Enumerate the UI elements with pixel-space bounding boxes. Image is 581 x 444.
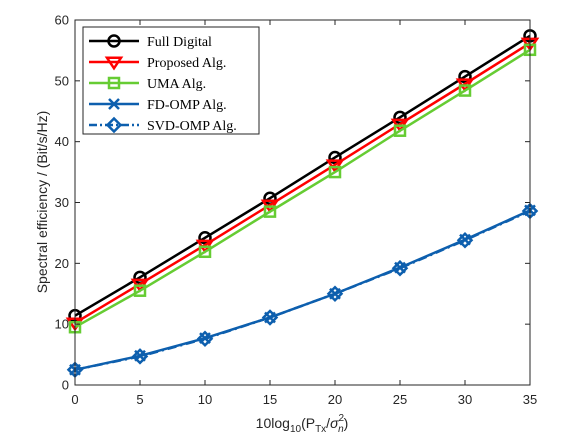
y-tick-label: 0 bbox=[62, 378, 69, 393]
legend-marker bbox=[107, 34, 121, 48]
legend-marker bbox=[105, 116, 123, 134]
legend-label: UMA Alg. bbox=[147, 77, 206, 92]
data-point bbox=[326, 285, 344, 303]
data-point bbox=[458, 84, 472, 97]
series-line bbox=[74, 42, 531, 325]
y-tick-label: 30 bbox=[55, 195, 69, 210]
legend-entry: SVD-OMP Alg. bbox=[89, 116, 237, 134]
x-label-slash: / bbox=[326, 415, 330, 431]
data-point bbox=[263, 205, 277, 218]
data-point bbox=[198, 245, 212, 259]
ticks-layer: 0 5 10 15 20 25 30 35 0 10 20 30 40 50 60 bbox=[55, 13, 538, 408]
legend-entry: FD-OMP Alg. bbox=[89, 98, 227, 113]
legend-label: Full Digital bbox=[147, 35, 212, 50]
x-tick-label: 20 bbox=[328, 392, 342, 407]
x-label-close: ) bbox=[344, 415, 349, 431]
x-tick-label: 30 bbox=[458, 392, 472, 407]
legend-marker bbox=[107, 76, 121, 90]
y-tick-label: 60 bbox=[55, 13, 69, 28]
series-line bbox=[74, 48, 531, 329]
x-label-sigma-sub: n bbox=[338, 424, 344, 435]
legend-entry: Full Digital bbox=[89, 34, 212, 50]
y-tick-label: 40 bbox=[55, 134, 69, 149]
series-line bbox=[74, 209, 531, 372]
legend-items: Full Digital Proposed Alg. UMA Alg. FD-OMP … bbox=[89, 34, 237, 134]
data-point bbox=[196, 330, 214, 348]
x-label-open: (P bbox=[301, 415, 315, 431]
data-point bbox=[198, 231, 212, 245]
series-uma-alg bbox=[68, 43, 537, 334]
data-point bbox=[391, 259, 409, 277]
x-axis-label: 10log10(PTx/σ2 n) bbox=[256, 413, 349, 435]
legend-marker bbox=[104, 56, 124, 71]
legend-entry: Proposed Alg. bbox=[89, 56, 226, 71]
x-tick-label: 35 bbox=[523, 392, 537, 407]
data-point bbox=[131, 348, 149, 365]
y-tick-label: 10 bbox=[55, 317, 69, 332]
legend: Full Digital Proposed Alg. UMA Alg. FD-OMP … bbox=[82, 26, 260, 135]
data-point bbox=[328, 150, 342, 165]
series-line bbox=[74, 34, 531, 317]
y-tick-label: 50 bbox=[55, 73, 69, 88]
legend-label: SVD-OMP Alg. bbox=[147, 119, 237, 134]
x-label-sigma: σ bbox=[330, 415, 339, 431]
x-label-sub: 10 bbox=[290, 424, 302, 435]
x-label-sigma-sup: 2 bbox=[339, 413, 345, 424]
data-point bbox=[456, 231, 474, 249]
y-axis-label: Spectral efficiency / (Bit/s/Hz) bbox=[34, 111, 50, 294]
x-tick-label: 15 bbox=[263, 392, 277, 407]
y-tick-label: 20 bbox=[55, 256, 69, 271]
legend-label: Proposed Alg. bbox=[147, 56, 226, 71]
data-point bbox=[393, 124, 407, 137]
legend-entry: UMA Alg. bbox=[89, 76, 206, 92]
x-tick-label: 10 bbox=[198, 392, 212, 407]
series-svd-omp-alg bbox=[66, 202, 539, 379]
x-tick-label: 0 bbox=[71, 392, 78, 407]
x-tick-label: 5 bbox=[136, 392, 143, 407]
x-label-tx: Tx bbox=[315, 424, 326, 435]
data-point bbox=[133, 284, 147, 297]
legend-label: FD-OMP Alg. bbox=[147, 98, 227, 113]
data-point bbox=[458, 69, 472, 84]
data-point bbox=[328, 165, 342, 179]
legend-box bbox=[82, 26, 260, 135]
x-label-prefix: 10log bbox=[256, 415, 290, 431]
data-point bbox=[261, 309, 279, 326]
x-tick-label: 25 bbox=[393, 392, 407, 407]
legend-marker bbox=[108, 98, 120, 110]
